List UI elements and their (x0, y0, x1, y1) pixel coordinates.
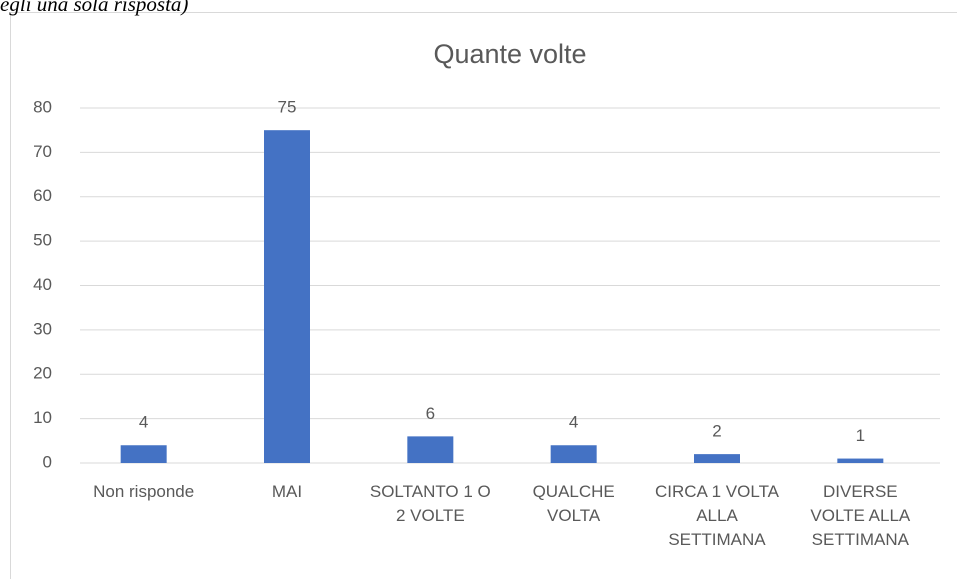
annotation: egli una sola risposta) (0, 0, 189, 16)
y-tick-label: 0 (43, 452, 52, 471)
x-tick-label: SOLTANTO 1 O 2 VOLTE (369, 482, 491, 525)
y-tick-label: 10 (33, 408, 52, 427)
chart-border (10, 12, 957, 579)
bar (550, 445, 597, 463)
y-tick-label: 60 (33, 186, 52, 205)
data-label: 1 (856, 426, 865, 445)
data-label: 4 (569, 413, 578, 432)
data-label: 2 (712, 422, 721, 441)
y-tick-label: 70 (33, 142, 52, 161)
bar (264, 130, 310, 463)
chart-title: Quante volte (433, 39, 586, 69)
y-tick-label: 20 (33, 364, 52, 383)
y-tick-label: 50 (33, 231, 52, 250)
x-tick-label: MAI (271, 482, 303, 501)
y-tick-label: 30 (33, 319, 52, 338)
bar (120, 445, 167, 463)
data-label: 4 (139, 413, 148, 432)
x-tick-label: Non risponde (93, 482, 195, 501)
y-tick-label: 40 (33, 275, 52, 294)
data-label: 75 (278, 98, 297, 117)
bar (837, 458, 884, 463)
y-tick-label: 80 (33, 97, 52, 116)
bar (407, 436, 454, 463)
x-tick-label: QUALCHE VOLTA (532, 482, 615, 525)
x-tick-label: DIVERSE VOLTE ALLA SETTIMANA (810, 482, 911, 549)
x-tick-label: CIRCA 1 VOLTA ALLA SETTIMANA (654, 482, 780, 549)
data-label: 6 (426, 404, 435, 423)
bar (694, 454, 740, 463)
